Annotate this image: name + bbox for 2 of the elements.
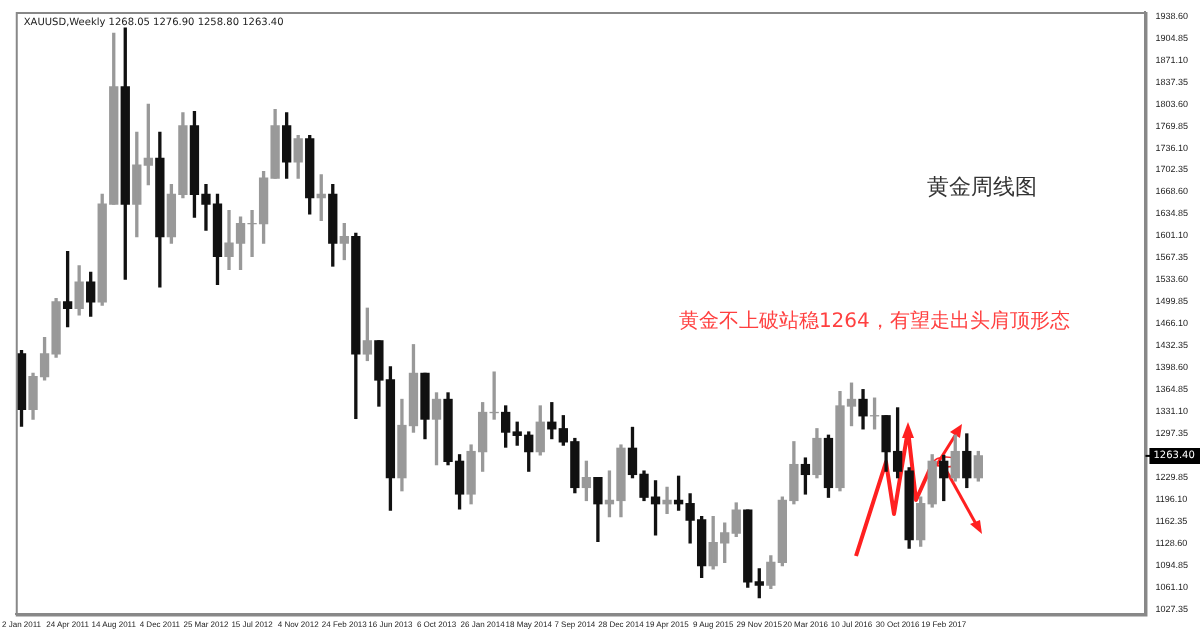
text: 黄金周线图 (926, 173, 1037, 200)
annotation: 黄金不上破站稳1264，有望走出头肩顶形态 (678, 309, 1070, 334)
